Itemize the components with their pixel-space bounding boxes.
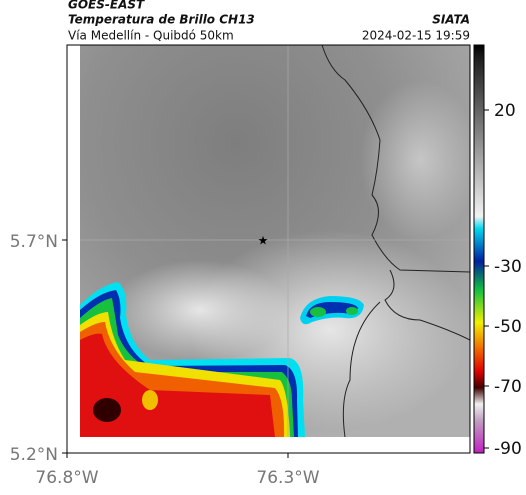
- lat-label: 5.7°N: [10, 232, 58, 252]
- colorbar-label: 20: [494, 101, 516, 121]
- lat-label: 5.2°N: [10, 445, 58, 465]
- colorbar-label: -30: [494, 257, 522, 277]
- map-frame: [66, 44, 471, 454]
- product: Temperatura de Brillo CH13: [68, 13, 255, 27]
- svg-text:★: ★: [258, 234, 269, 248]
- lon-label: 76.8°W: [35, 468, 98, 488]
- satellite-image: ★: [80, 45, 470, 437]
- lon-label: 76.3°W: [256, 468, 319, 488]
- timestamp: 2024-02-15 19:59: [362, 29, 470, 43]
- route: Vía Medellín - Quibdó 50km: [68, 29, 234, 43]
- colorbar-label: -70: [494, 377, 522, 397]
- colorbar-label: -50: [494, 317, 522, 337]
- colorbar: [473, 44, 485, 454]
- source: SIATA: [432, 13, 470, 27]
- colorbar-label: -90: [494, 439, 522, 459]
- colorbar-ticks: 20 -30 -50 -70 -90: [484, 101, 522, 459]
- satellite: GOES-EAST: [68, 0, 145, 12]
